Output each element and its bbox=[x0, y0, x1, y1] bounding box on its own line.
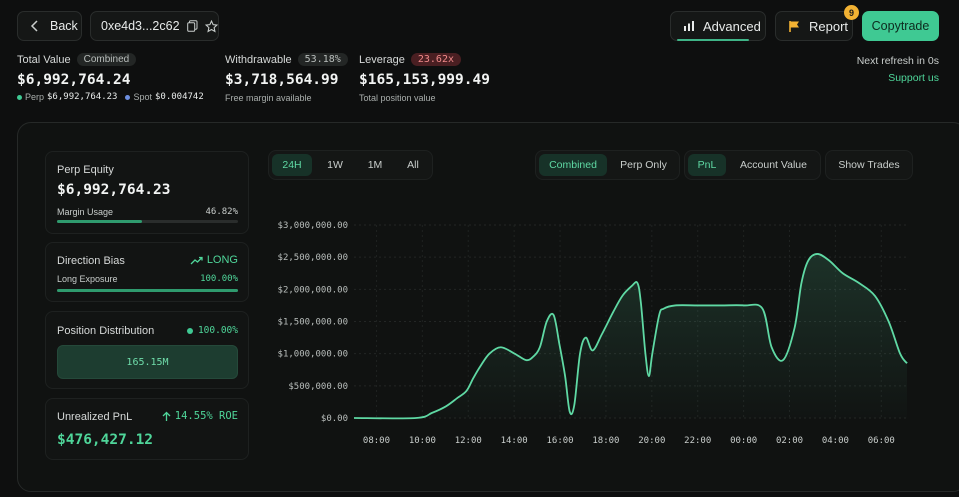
support-link[interactable]: Support us bbox=[888, 72, 939, 84]
perp-equity-title: Perp Equity bbox=[57, 164, 114, 176]
withdrawable-pill: 53.18% bbox=[297, 53, 348, 66]
mode-perp-only[interactable]: Perp Only bbox=[620, 159, 667, 171]
combined-pill: Combined bbox=[76, 53, 137, 66]
flag-icon bbox=[789, 20, 799, 32]
spot-dot-icon bbox=[125, 94, 131, 100]
report-button[interactable]: Report bbox=[775, 11, 853, 41]
distribution-dot-icon bbox=[186, 327, 193, 334]
total-value-label: Total Value bbox=[17, 53, 71, 66]
perp-equity-card: Perp Equity $6,992,764.23 Margin Usage 4… bbox=[45, 151, 249, 234]
advanced-label: Advanced bbox=[703, 18, 761, 34]
direction-bias-value: LONG bbox=[206, 254, 238, 266]
mode-combined[interactable]: Combined bbox=[539, 154, 607, 176]
leverage-sub: Total position value bbox=[359, 93, 436, 103]
direction-bias-card: Direction Bias LONG Long Exposure 100.00… bbox=[45, 242, 249, 302]
report-badge: 9 bbox=[844, 5, 859, 20]
copy-icon[interactable] bbox=[186, 20, 198, 32]
mode-selector: Combined Perp Only bbox=[535, 150, 680, 180]
long-exposure-label: Long Exposure bbox=[57, 274, 118, 284]
long-exposure-bar bbox=[57, 289, 238, 292]
margin-usage-value: 46.82% bbox=[205, 207, 238, 217]
back-label: Back bbox=[50, 19, 78, 33]
address-chip: 0xe4d3...2c62 bbox=[90, 11, 219, 41]
leverage-value: $165,153,999.49 bbox=[359, 72, 490, 88]
perp-label: Perp bbox=[25, 92, 45, 102]
advanced-button[interactable]: Advanced bbox=[670, 11, 766, 41]
unrealized-pnl-title: Unrealized PnL bbox=[57, 411, 133, 423]
range-selector: 24H 1W 1M All bbox=[268, 150, 433, 180]
star-icon[interactable] bbox=[204, 19, 218, 33]
unrealized-pnl-value: $476,427.12 bbox=[57, 432, 154, 448]
position-distribution-title: Position Distribution bbox=[57, 325, 155, 337]
withdrawable-label: Withdrawable bbox=[225, 53, 292, 66]
leverage-label: Leverage bbox=[359, 53, 405, 66]
margin-usage-bar bbox=[57, 220, 238, 223]
total-value-stat: Total Value Combined $6,992,764.24 Perp … bbox=[17, 53, 217, 102]
perp-equity-value: $6,992,764.23 bbox=[57, 182, 171, 198]
show-trades-label: Show Trades bbox=[838, 159, 900, 171]
range-1m[interactable]: 1M bbox=[367, 159, 383, 171]
position-distribution-card: Position Distribution 100.00% 165.15M bbox=[45, 311, 249, 389]
metric-pnl[interactable]: PnL bbox=[688, 154, 726, 176]
range-1w[interactable]: 1W bbox=[327, 159, 343, 171]
arrow-up-icon bbox=[162, 411, 171, 421]
withdrawable-sub: Free margin available bbox=[225, 93, 312, 103]
margin-usage-label: Margin Usage bbox=[57, 207, 114, 217]
back-button[interactable]: Back bbox=[17, 11, 82, 41]
chevron-left-icon bbox=[30, 20, 38, 32]
metric-selector: PnL Account Value bbox=[684, 150, 821, 180]
withdrawable-value: $3,718,564.99 bbox=[225, 72, 339, 88]
total-value: $6,992,764.24 bbox=[17, 72, 131, 88]
range-24h[interactable]: 24H bbox=[272, 154, 312, 176]
trend-up-icon bbox=[190, 256, 203, 264]
refresh-text: Next refresh in 0s bbox=[856, 55, 939, 67]
metric-account-value[interactable]: Account Value bbox=[740, 159, 807, 171]
bar-chart-icon bbox=[684, 21, 694, 31]
copytrade-button[interactable]: Copytrade bbox=[862, 11, 939, 41]
position-distribution-value: 100.00% bbox=[197, 325, 238, 336]
perp-value: $6,992,764.23 bbox=[47, 92, 118, 102]
unrealized-pnl-roe: 14.55% ROE bbox=[174, 410, 238, 422]
report-label: Report bbox=[809, 18, 849, 34]
spot-label: Spot bbox=[133, 92, 152, 102]
leverage-pill: 23.62x bbox=[410, 53, 461, 66]
leverage-stat: Leverage 23.62x $165,153,999.49 Total po… bbox=[359, 53, 509, 103]
spot-value: $0.004742 bbox=[154, 92, 204, 102]
distribution-segment[interactable]: 165.15M bbox=[57, 345, 238, 379]
wallet-address: 0xe4d3...2c62 bbox=[101, 19, 180, 33]
perp-dot-icon bbox=[17, 94, 22, 100]
long-exposure-value: 100.00% bbox=[200, 274, 238, 284]
range-all[interactable]: All bbox=[407, 159, 419, 171]
withdrawable-stat: Withdrawable 53.18% $3,718,564.99 Free m… bbox=[225, 53, 355, 103]
show-trades-button[interactable]: Show Trades bbox=[825, 150, 913, 180]
direction-bias-title: Direction Bias bbox=[57, 255, 125, 267]
unrealized-pnl-card: Unrealized PnL 14.55% ROE $476,427.12 bbox=[45, 398, 249, 460]
